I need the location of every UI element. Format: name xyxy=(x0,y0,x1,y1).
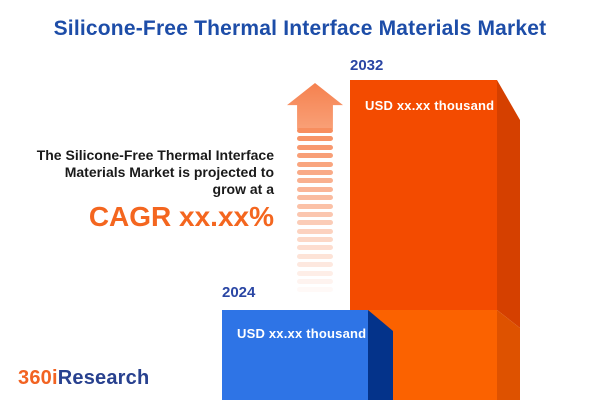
arrow-stripe xyxy=(297,153,333,159)
bar-2024-value-label: USD xx.xx thousand xyxy=(237,326,367,341)
arrow-stripe xyxy=(297,136,333,142)
brand-logo-research: Research xyxy=(57,367,150,389)
arrow-stripe xyxy=(297,220,333,226)
bar-2024-year-label: 2024 xyxy=(222,284,256,301)
arrow-stripe xyxy=(297,169,333,175)
brand-logo: 360iResearch xyxy=(18,367,149,390)
cagr-value: CAGR xx.xx% xyxy=(88,201,274,232)
arrow-stripe xyxy=(297,144,333,150)
bar-2032-year-label: 2032 xyxy=(350,57,384,74)
arrow-stripe xyxy=(297,186,333,192)
bar-2024-side xyxy=(368,310,393,400)
arrow-stripe xyxy=(297,195,333,201)
arrow-stripe xyxy=(297,178,333,184)
arrow-stripe xyxy=(297,245,333,251)
bar-2024-front xyxy=(222,310,368,400)
bar-2032-value-label: USD xx.xx thousand xyxy=(365,98,495,113)
arrow-stripe xyxy=(297,128,333,133)
arrow-stripe xyxy=(297,237,333,243)
arrow-stripe xyxy=(297,270,333,276)
arrow-stripe xyxy=(297,279,333,285)
bar-2032-front-upper xyxy=(350,80,497,310)
page-title: Silicone-Free Thermal Interface Material… xyxy=(53,17,547,40)
arrow-stripe xyxy=(297,228,333,234)
bar-2032-side-upper xyxy=(497,80,520,328)
projection-line-3: grow at a xyxy=(212,181,274,197)
growth-arrow-stripes xyxy=(297,128,333,296)
projection-line-1: The Silicone-Free Thermal Interface xyxy=(36,147,274,163)
arrow-stripe xyxy=(297,203,333,209)
arrow-stripe xyxy=(297,211,333,217)
arrow-stripe xyxy=(297,253,333,259)
projection-line-2: Materials Market is projected to xyxy=(64,164,274,180)
projection-text: The Silicone-Free Thermal Interface Mate… xyxy=(16,147,274,198)
arrow-stripe xyxy=(297,262,333,268)
arrow-stripe xyxy=(297,161,333,167)
bar-2032-side-lower xyxy=(497,310,520,400)
arrow-stripe xyxy=(297,287,333,293)
brand-logo-360i: 360i xyxy=(18,367,58,389)
